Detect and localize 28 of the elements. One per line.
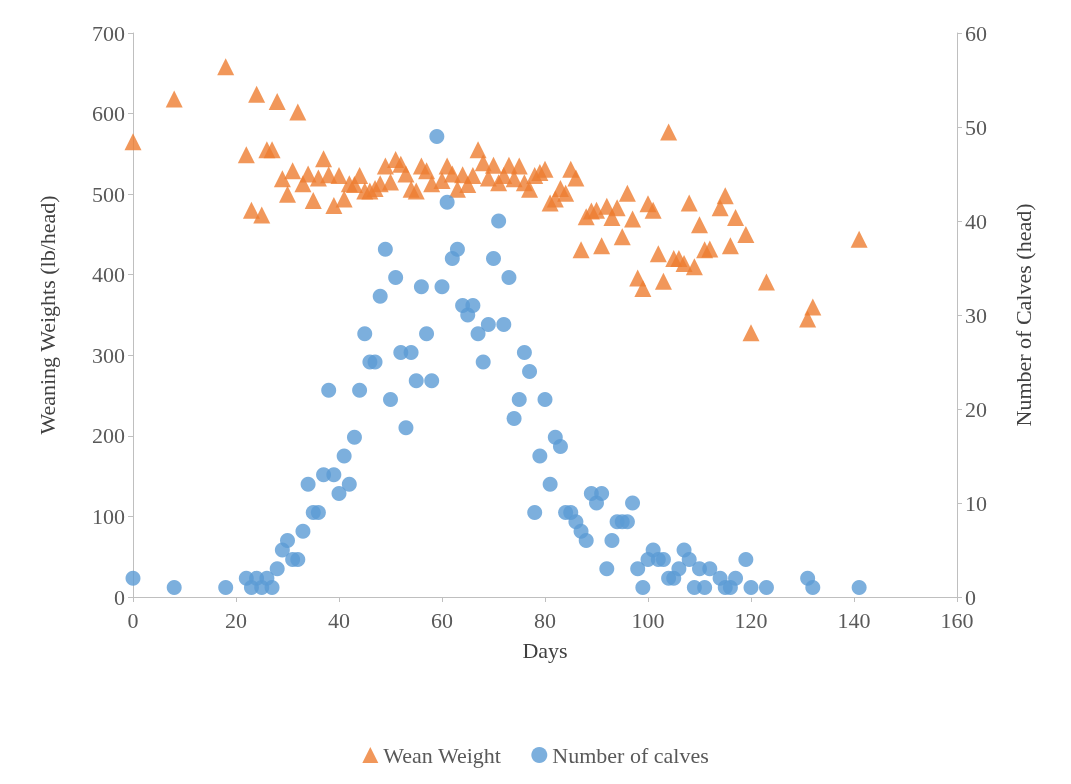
y2-tick-label: 0 — [965, 584, 976, 610]
y-tick-label: 400 — [92, 262, 125, 288]
x-tick-label: 20 — [225, 607, 247, 633]
x-axis-title: Days — [522, 637, 568, 663]
y2-axis-title: Number of Calves (head) — [1010, 203, 1036, 427]
y2-tick-label: 40 — [965, 208, 987, 234]
y-tick-label: 300 — [92, 342, 125, 368]
y2-tick-label: 60 — [965, 20, 987, 46]
x-tick-label: 80 — [534, 607, 556, 633]
y-tick-label: 600 — [92, 101, 125, 127]
y2-tick-label: 20 — [965, 396, 987, 422]
legend-label: Wean Weight — [383, 742, 501, 768]
y-tick-label: 500 — [92, 181, 125, 207]
y2-tick-label: 30 — [965, 302, 987, 328]
y-tick-label: 0 — [114, 584, 125, 610]
x-tick-label: 160 — [940, 607, 974, 633]
y-tick-label: 700 — [92, 20, 125, 46]
y-tick-label: 100 — [92, 503, 125, 529]
x-tick-label: 140 — [837, 607, 871, 633]
y-axis-title: Weaning Weights (lb/head) — [34, 195, 60, 435]
y-tick-label: 200 — [92, 423, 125, 449]
y2-tick-label: 10 — [965, 490, 987, 516]
y2-tick-label: 50 — [965, 114, 987, 140]
legend-label: Number of calves — [552, 742, 709, 768]
x-tick-label: 100 — [631, 607, 665, 633]
x-tick-label: 40 — [328, 607, 350, 633]
x-tick-label: 60 — [431, 607, 453, 633]
x-tick-label: 120 — [734, 607, 768, 633]
